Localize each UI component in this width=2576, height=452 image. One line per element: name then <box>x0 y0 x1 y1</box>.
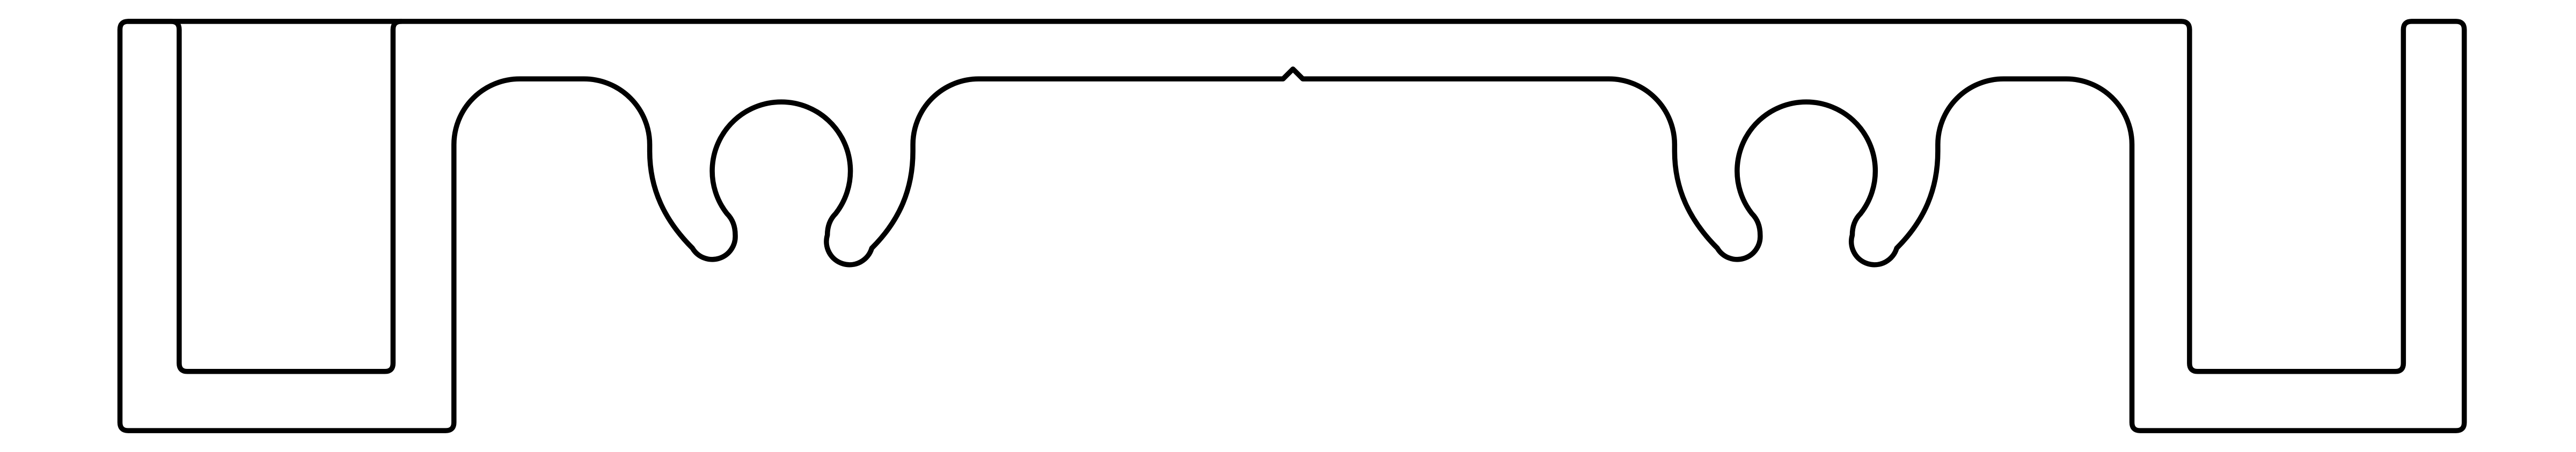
profile-outline <box>117 19 2467 433</box>
left-channel-leg <box>126 19 404 374</box>
right-channel-leg <box>2190 21 2404 372</box>
